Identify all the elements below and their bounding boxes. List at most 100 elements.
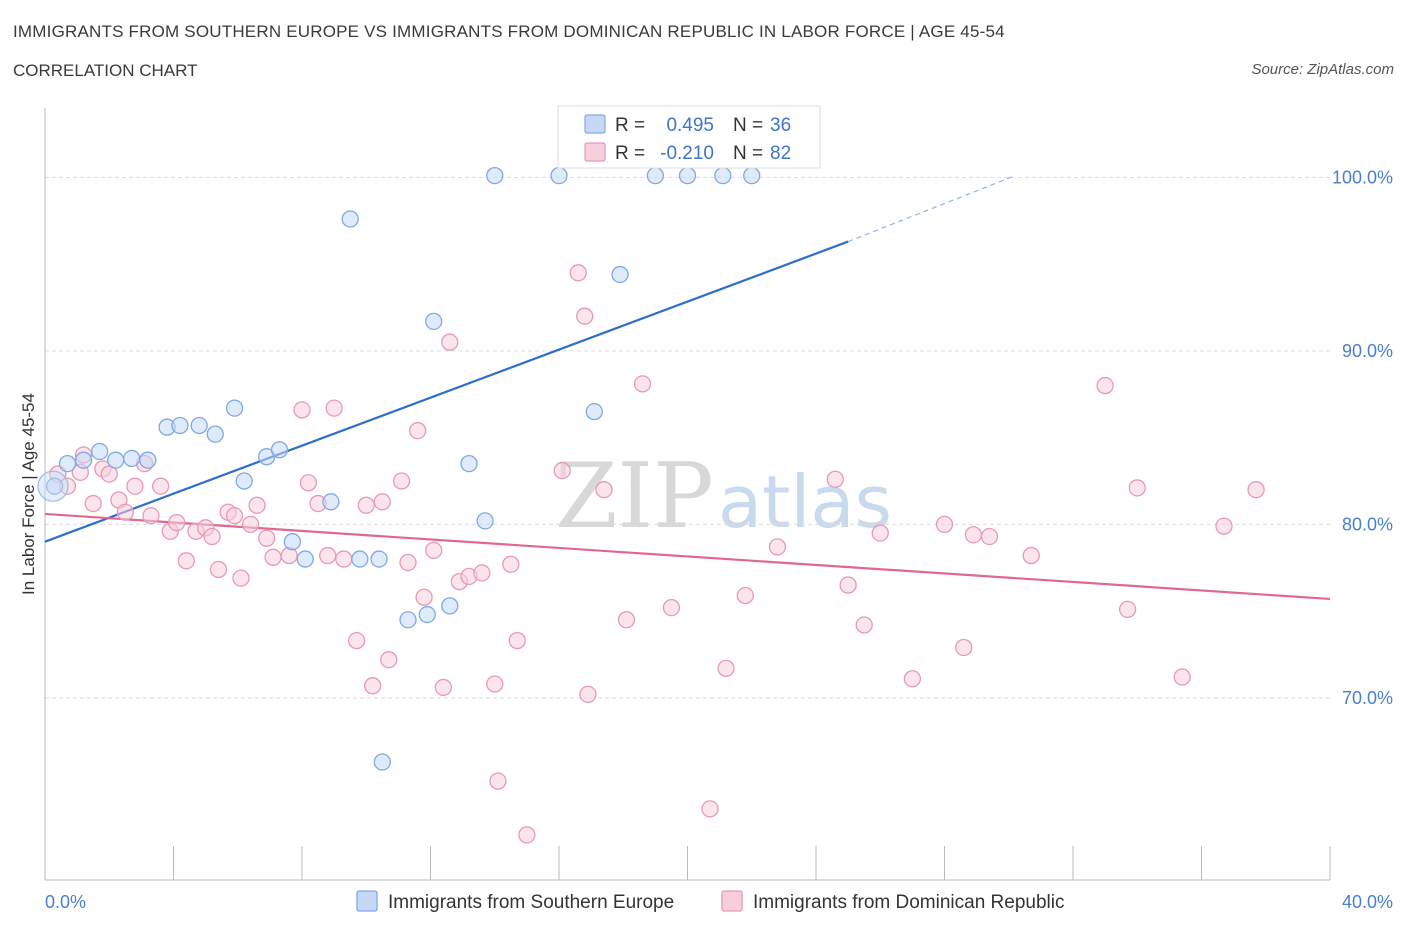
axes: 70.0% 80.0% 90.0% 100.0% 0.0% 40.0% In Labor F… (19, 108, 1393, 912)
stat-r-label: R = (615, 143, 645, 164)
point-dominican-republic (425, 541, 443, 560)
legend-swatch (721, 890, 743, 912)
point-dominican-republic (232, 569, 250, 587)
point-southern-europe (441, 597, 459, 615)
point-dominican-republic (335, 550, 353, 568)
point-dominican-republic (364, 677, 382, 695)
watermark: ZIP atlas (555, 444, 892, 549)
stat-n-label: N = (733, 143, 763, 164)
point-dominican-republic (357, 496, 375, 514)
point-dominican-republic (826, 470, 844, 488)
chart-title: IMMIGRANTS FROM SOUTHERN EUROPE VS IMMIG… (13, 22, 1005, 41)
point-dominican-republic (579, 685, 597, 704)
point-dominican-republic (399, 553, 417, 572)
point-southern-europe (678, 167, 697, 185)
trend-line-extension (847, 175, 1016, 243)
point-cluster-highlight (37, 470, 69, 502)
stat-n-value: 36 (770, 115, 791, 136)
y-tick-label: 100.0% (1332, 167, 1393, 187)
point-dominican-republic (964, 526, 983, 544)
point-dominican-republic (473, 564, 491, 582)
point-southern-europe (322, 493, 340, 511)
point-dominican-republic (319, 546, 337, 565)
point-dominican-republic (241, 515, 260, 534)
point-dominican-republic (126, 477, 144, 495)
stat-r-label: R = (615, 115, 645, 136)
bottom-legend: Immigrants from Southern Europe Immigrant… (356, 890, 1065, 913)
point-southern-europe (486, 167, 504, 185)
trend-line-dominican-republic (44, 512, 1331, 601)
point-southern-europe (418, 605, 436, 624)
point-southern-europe (139, 451, 157, 469)
scatter-points (37, 167, 1265, 844)
stats-swatch (584, 142, 606, 162)
point-dominican-republic (1118, 600, 1137, 619)
point-dominican-republic (415, 588, 433, 606)
point-dominican-republic (903, 670, 922, 688)
point-southern-europe (373, 753, 391, 771)
point-dominican-republic (203, 527, 221, 546)
point-dominican-republic (502, 555, 520, 573)
point-dominican-republic (325, 399, 343, 417)
point-dominican-republic (486, 675, 504, 693)
point-southern-europe (425, 312, 443, 331)
point-dominican-republic (264, 548, 282, 566)
point-dominican-republic (209, 560, 228, 579)
point-dominican-republic (293, 401, 311, 419)
point-southern-europe (550, 167, 568, 185)
point-southern-europe (611, 265, 629, 284)
point-dominican-republic (142, 507, 160, 525)
trend-line-southern-europe (44, 240, 849, 543)
point-dominican-republic (980, 527, 999, 546)
point-dominican-republic (855, 616, 873, 634)
point-dominican-republic (576, 307, 594, 325)
chart-subtitle: CORRELATION CHART (13, 61, 198, 80)
point-dominican-republic (408, 422, 427, 440)
point-dominican-republic (1096, 376, 1114, 395)
point-dominican-republic (299, 474, 318, 492)
chart-source: Source: ZipAtlas.com (1251, 61, 1394, 78)
point-dominican-republic (1022, 546, 1040, 565)
point-dominican-republic (1247, 481, 1265, 499)
legend-swatch (356, 890, 378, 912)
watermark-atlas: atlas (718, 460, 892, 544)
point-dominican-republic (569, 264, 587, 282)
point-southern-europe (225, 399, 244, 417)
stat-r-value: 0.495 (666, 115, 714, 136)
point-southern-europe (190, 416, 208, 435)
point-dominican-republic (1173, 668, 1191, 686)
legend-label: Immigrants from Dominican Republic (753, 892, 1065, 913)
stats-box: R = 0.495 N = 36 R = -0.210 N = 82 (557, 105, 821, 169)
point-dominican-republic (955, 638, 973, 657)
point-dominican-republic (248, 496, 266, 514)
point-dominican-republic (717, 659, 735, 678)
point-dominican-republic (595, 481, 613, 499)
point-dominican-republic (768, 538, 787, 556)
point-dominican-republic (518, 826, 536, 844)
point-southern-europe (743, 167, 761, 185)
point-southern-europe (283, 533, 302, 551)
point-southern-europe (585, 402, 603, 421)
point-southern-europe (58, 454, 77, 473)
point-southern-europe (270, 441, 289, 459)
point-southern-europe (714, 167, 732, 185)
point-southern-europe (45, 477, 64, 495)
point-southern-europe (90, 442, 109, 461)
point-southern-europe (123, 449, 141, 468)
stat-r-value: -0.210 (660, 143, 714, 164)
point-dominican-republic (100, 465, 118, 483)
trend-lines (44, 175, 1331, 601)
point-southern-europe (460, 454, 478, 473)
point-dominican-republic (1215, 517, 1233, 535)
point-southern-europe (351, 550, 369, 568)
point-southern-europe (107, 451, 125, 469)
x-tick-label: 40.0% (1342, 892, 1393, 912)
point-dominican-republic (1128, 479, 1146, 497)
point-dominican-republic (662, 598, 681, 617)
point-southern-europe (341, 210, 359, 228)
point-southern-europe (399, 611, 417, 629)
point-southern-europe (296, 550, 314, 568)
point-dominican-republic (871, 524, 889, 542)
point-dominican-republic (508, 631, 526, 650)
point-dominican-republic (116, 503, 134, 521)
